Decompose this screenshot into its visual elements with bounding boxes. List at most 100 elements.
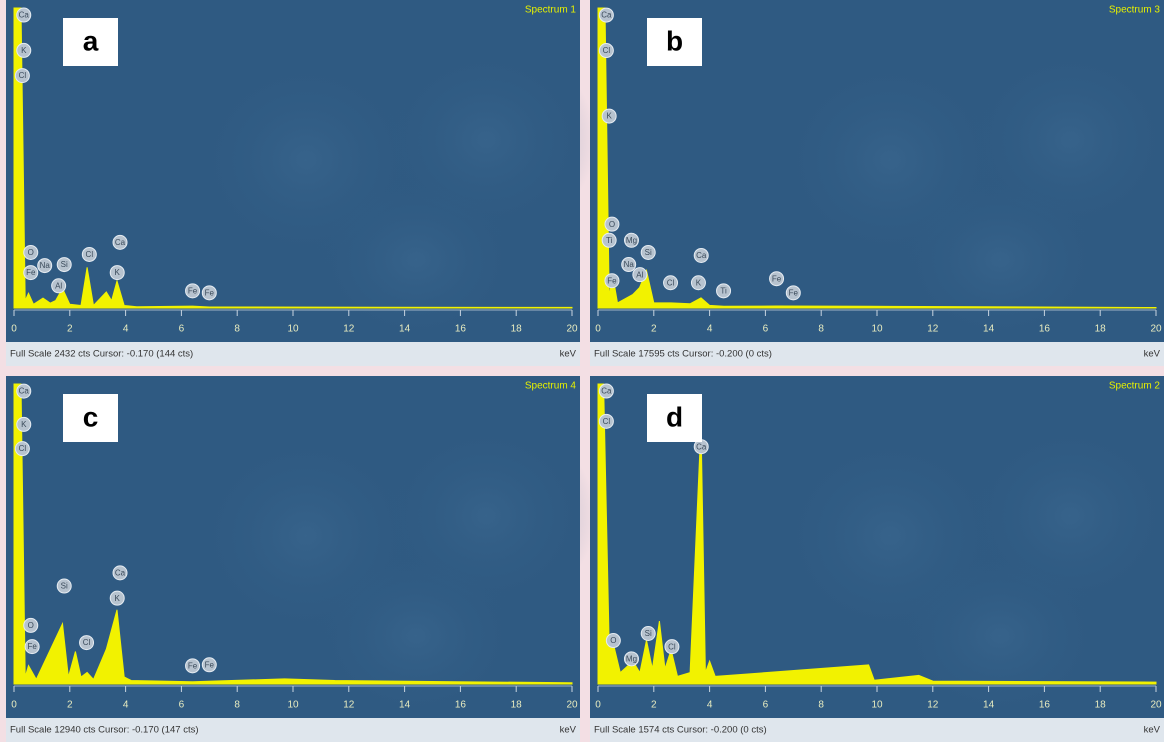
- element-label: Cl: [668, 642, 676, 651]
- x-tick-label: 2: [67, 324, 73, 335]
- spectrum-title: Spectrum 4: [525, 381, 577, 392]
- x-tick-label: 14: [399, 700, 411, 711]
- background-texture: [890, 546, 1110, 726]
- x-tick-label: 16: [455, 324, 467, 335]
- element-label: Ca: [115, 238, 126, 247]
- x-tick-label: 18: [511, 700, 523, 711]
- element-label: Ca: [19, 11, 30, 20]
- x-tick-label: 10: [871, 324, 883, 335]
- x-tick-label: 2: [651, 324, 657, 335]
- element-label: Ti: [606, 236, 613, 245]
- x-tick-label: 20: [1150, 700, 1162, 711]
- x-tick-label: 16: [1039, 324, 1051, 335]
- x-tick-label: 8: [818, 700, 824, 711]
- x-tick-label: 6: [179, 700, 185, 711]
- footer-text: Full Scale 17595 cts Cursor: -0.200 (0 c…: [594, 349, 772, 360]
- x-tick-label: 0: [11, 700, 17, 711]
- element-label: Fe: [607, 276, 617, 285]
- x-tick-label: 16: [455, 700, 467, 711]
- x-tick-label: 14: [399, 324, 411, 335]
- element-label: Cl: [603, 46, 611, 55]
- element-label: O: [610, 636, 616, 645]
- x-tick-label: 20: [566, 700, 578, 711]
- element-label: Ca: [19, 387, 30, 396]
- element-label: Ca: [601, 11, 612, 20]
- element-label: Fe: [789, 288, 799, 297]
- element-label: Na: [624, 260, 635, 269]
- element-label: Cl: [19, 71, 27, 80]
- element-label: Si: [61, 582, 68, 591]
- x-tick-label: 0: [595, 324, 601, 335]
- figure: 02468101214161820CaKClOFeNaSiAlClCaKFeFe…: [0, 0, 1164, 742]
- element-label: K: [696, 278, 702, 287]
- x-tick-label: 18: [1095, 324, 1107, 335]
- element-label: O: [28, 621, 34, 630]
- element-label: Na: [40, 261, 51, 270]
- element-label: Fe: [205, 288, 215, 297]
- x-axis-unit: keV: [560, 725, 577, 736]
- x-tick-label: 2: [651, 700, 657, 711]
- element-label: K: [115, 268, 121, 277]
- x-tick-label: 4: [707, 700, 713, 711]
- x-tick-label: 4: [123, 700, 129, 711]
- x-tick-label: 6: [179, 324, 185, 335]
- element-label: Mg: [626, 654, 637, 663]
- x-tick-label: 8: [234, 700, 240, 711]
- x-tick-label: 6: [763, 324, 769, 335]
- element-label: Fe: [27, 642, 37, 651]
- element-label: Ca: [696, 251, 707, 260]
- x-tick-label: 12: [927, 324, 939, 335]
- x-tick-label: 20: [566, 324, 578, 335]
- element-label: O: [609, 220, 615, 229]
- element-label: K: [606, 112, 612, 121]
- element-label: Cl: [667, 278, 675, 287]
- x-tick-label: 8: [234, 324, 240, 335]
- x-tick-label: 12: [343, 700, 355, 711]
- element-label: Fe: [772, 274, 782, 283]
- element-label: Cl: [83, 638, 91, 647]
- x-tick-label: 0: [11, 324, 17, 335]
- x-tick-label: 18: [511, 324, 523, 335]
- x-tick-label: 2: [67, 700, 73, 711]
- x-tick-label: 6: [763, 700, 769, 711]
- x-tick-label: 18: [1095, 700, 1107, 711]
- panel-label: a: [83, 25, 99, 56]
- element-label: Ti: [720, 286, 727, 295]
- element-label: Fe: [205, 660, 215, 669]
- spectrum-title: Spectrum 2: [1109, 381, 1161, 392]
- element-label: Ca: [115, 568, 126, 577]
- footer-text: Full Scale 2432 cts Cursor: -0.170 (144 …: [10, 349, 193, 360]
- spectrum-title: Spectrum 1: [525, 5, 577, 16]
- element-label: K: [115, 594, 121, 603]
- x-tick-label: 16: [1039, 700, 1051, 711]
- x-tick-label: 20: [1150, 324, 1162, 335]
- x-tick-label: 10: [287, 700, 299, 711]
- element-label: Al: [55, 281, 62, 290]
- x-axis-unit: keV: [1144, 725, 1161, 736]
- element-label: Ca: [601, 387, 612, 396]
- element-label: Cl: [86, 250, 94, 259]
- footer-text: Full Scale 1574 cts Cursor: -0.200 (0 ct…: [594, 725, 767, 736]
- element-label: Fe: [26, 268, 36, 277]
- element-label: Si: [61, 260, 68, 269]
- x-tick-label: 12: [343, 324, 355, 335]
- element-label: Cl: [603, 417, 611, 426]
- x-axis-unit: keV: [560, 349, 577, 360]
- x-tick-label: 8: [818, 324, 824, 335]
- spectrum-title: Spectrum 3: [1109, 5, 1161, 16]
- element-label: Si: [645, 629, 652, 638]
- element-label: O: [28, 248, 34, 257]
- x-tick-label: 4: [707, 324, 713, 335]
- element-label: K: [21, 420, 27, 429]
- background-texture: [890, 170, 1110, 350]
- panel-label: d: [666, 401, 683, 432]
- element-label: Fe: [188, 286, 198, 295]
- x-axis-unit: keV: [1144, 349, 1161, 360]
- panel-label: c: [83, 401, 99, 432]
- element-label: Al: [636, 270, 643, 279]
- x-tick-label: 4: [123, 324, 129, 335]
- element-label: K: [21, 46, 27, 55]
